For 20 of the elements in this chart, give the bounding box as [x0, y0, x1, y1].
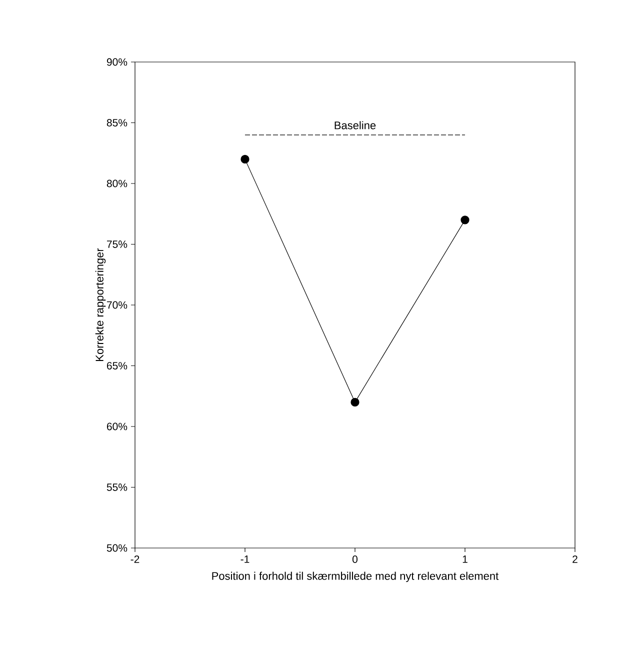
y-tick-label: 60% — [106, 422, 128, 430]
x-tick-label: 2 — [572, 556, 578, 563]
x-tick-label: 1 — [462, 556, 468, 563]
y-tick-label: 70% — [106, 301, 128, 309]
y-tick-label: 90% — [106, 58, 128, 66]
x-tick-label: -2 — [130, 556, 140, 563]
y-tick-label: 85% — [106, 119, 128, 126]
y-tick-label: 80% — [106, 180, 128, 188]
y-axis-title: Korrekte rapporteringer — [95, 248, 106, 361]
y-tick-label: 50% — [106, 544, 128, 552]
point — [240, 154, 250, 164]
x-tick-label: 0 — [352, 556, 358, 563]
y-tick-label: 65% — [106, 362, 128, 370]
x-tick-label: -1 — [240, 556, 250, 563]
point — [350, 398, 360, 406]
series-label: Baseline — [334, 121, 376, 130]
y-tick-label: 75% — [106, 240, 128, 248]
point — [460, 216, 470, 224]
y-tick-label: 55% — [106, 484, 128, 491]
x-axis-title: Position i forhold til skærmbillede med nyt relevant element — [212, 572, 499, 582]
